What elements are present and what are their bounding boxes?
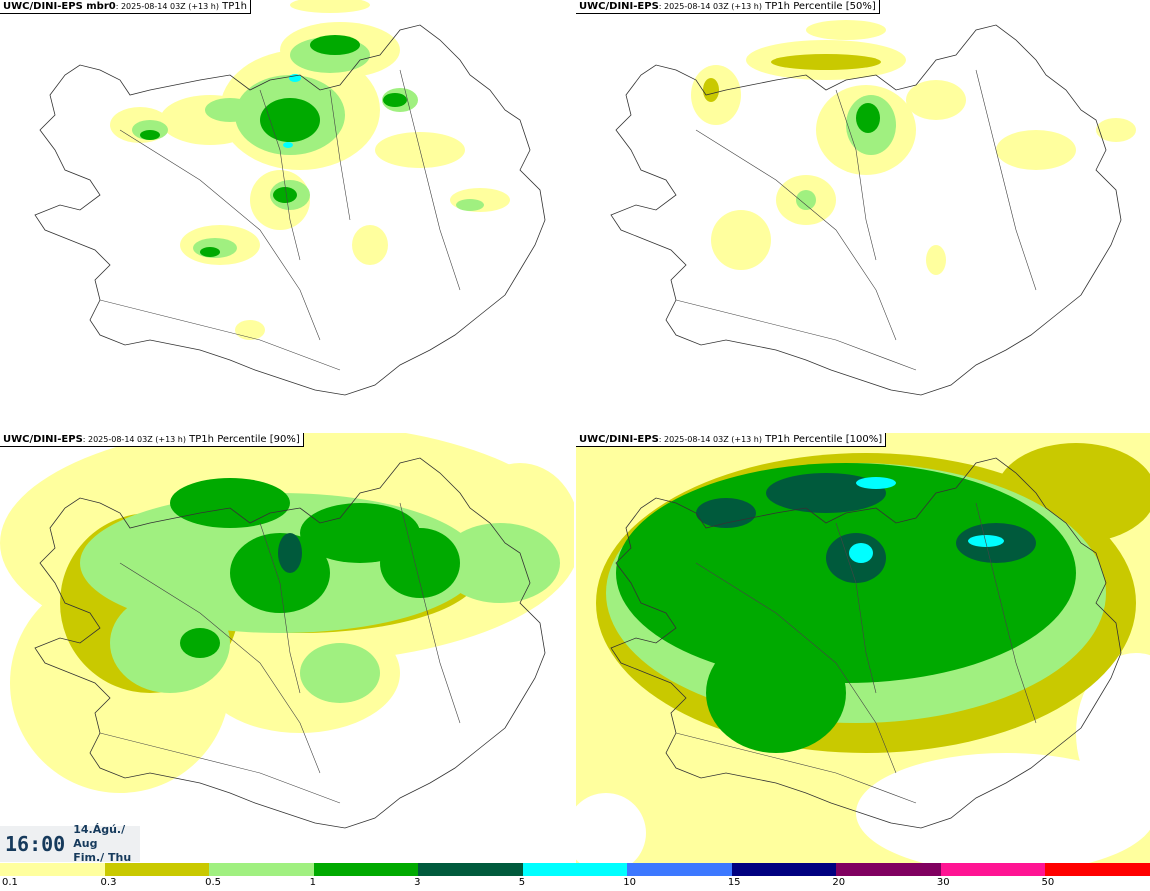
panel-title-p90: UWC/DINI-EPS: 2025-08-14 03Z (+13 h) TP1… [0, 433, 304, 447]
precip-map-mbr0 [34, 0, 546, 396]
valid-time-clock: 16:00 [5, 832, 66, 856]
panel-divider-horizontal [0, 431, 1150, 433]
colorbar-bin [0, 863, 105, 876]
colorbar-tick-label: 50 [1041, 877, 1055, 888]
colorbar-bin [836, 863, 941, 876]
colorbar-tick-label: 10 [623, 877, 636, 888]
colorbar-tick-label: 30 [936, 877, 950, 888]
colorbar-bin [209, 863, 314, 876]
colorbar-bin [313, 863, 419, 876]
map-panel-p100: UWC/DINI-EPS: 2025-08-14 03Z (+13 h) TP1… [576, 433, 1150, 865]
colorbar-bin [731, 863, 837, 876]
colorbar-tick-label: 20 [832, 877, 846, 888]
precip-map-p90 [0, 433, 575, 829]
valid-date-line2: Fim./ Thu [73, 851, 132, 864]
panel-title-p50: UWC/DINI-EPS: 2025-08-14 03Z (+13 h) TP1… [576, 0, 880, 14]
colorbar-tick-label: 15 [727, 877, 741, 888]
colorbar-bin [627, 863, 732, 876]
colorbar-tick-label: 0.3 [100, 877, 117, 888]
colorbar-bin [418, 863, 523, 876]
valid-date: 14.Ágú./ Aug Fim./ Thu [73, 823, 140, 865]
valid-time-box: 16:00 14.Ágú./ Aug Fim./ Thu [0, 823, 140, 865]
colorbar-ticks: 0.1 0.3 0.5 1 3 5 10 15 20 30 50 [0, 876, 1150, 891]
precip-map-p50 [610, 20, 1136, 396]
precip-map-p100 [576, 433, 1150, 865]
precip-colorbar [0, 863, 1150, 876]
colorbar-tick-label: 0.1 [2, 877, 18, 888]
colorbar-tick-label: 3 [414, 877, 421, 888]
colorbar-tick-label: 5 [518, 877, 526, 888]
map-panel-mbr0: UWC/DINI-EPS mbr0: 2025-08-14 03Z (+13 h… [0, 0, 575, 432]
colorbar-tick-label: 0.5 [205, 877, 221, 888]
colorbar-tick-label: 1 [309, 877, 316, 888]
valid-date-line1: 14.Ágú./ Aug [73, 823, 126, 850]
colorbar-bin [940, 863, 1046, 876]
colorbar-bin [104, 863, 210, 876]
panel-title-mbr0: UWC/DINI-EPS mbr0: 2025-08-14 03Z (+13 h… [0, 0, 251, 14]
map-panel-p90: UWC/DINI-EPS: 2025-08-14 03Z (+13 h) TP1… [0, 433, 575, 865]
map-panel-p50: UWC/DINI-EPS: 2025-08-14 03Z (+13 h) TP1… [576, 0, 1150, 432]
colorbar-bin [522, 863, 628, 876]
panel-title-p100: UWC/DINI-EPS: 2025-08-14 03Z (+13 h) TP1… [576, 433, 887, 447]
colorbar-bin [1045, 863, 1150, 876]
